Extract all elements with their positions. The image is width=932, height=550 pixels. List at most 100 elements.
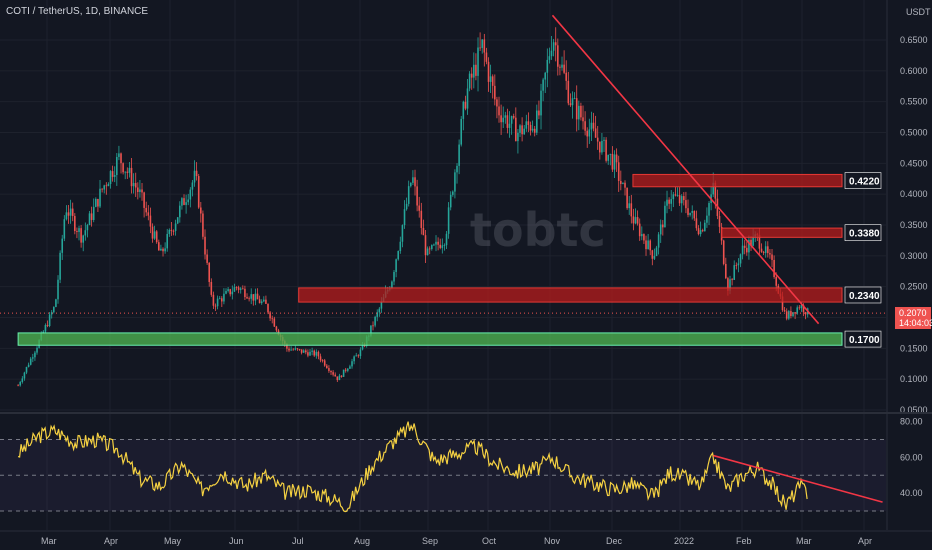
candle-body — [296, 348, 299, 350]
candle-body — [460, 118, 463, 145]
candle-body — [374, 316, 376, 326]
candle-body — [622, 182, 624, 184]
candle-body — [269, 312, 271, 319]
candle-body — [781, 296, 784, 311]
candle-body — [414, 177, 416, 187]
rsi-band — [0, 438, 886, 512]
candle-body — [181, 198, 183, 206]
candle-body — [166, 233, 169, 249]
candle-body — [170, 229, 173, 231]
candle-body — [775, 277, 778, 286]
candle-body — [174, 223, 177, 231]
candle-body — [683, 196, 685, 201]
candle-body — [59, 252, 61, 280]
candle-body — [145, 207, 148, 213]
candle-body — [565, 72, 568, 81]
candle-body — [206, 254, 208, 263]
candle-body — [487, 61, 490, 82]
candle-body — [237, 287, 240, 290]
candle-body — [202, 213, 204, 237]
candle-body — [313, 350, 316, 356]
candle-body — [563, 64, 565, 73]
candle-body — [216, 298, 219, 307]
price-tick-label: 0.5000 — [900, 128, 928, 138]
candle-body — [155, 231, 158, 243]
time-tick-label: May — [164, 536, 182, 546]
candle-body — [294, 348, 297, 350]
candle-body — [200, 207, 202, 214]
price-tick-label: 0.5500 — [900, 97, 928, 107]
last-price-tag: 0.2070 14:04:03 — [895, 307, 932, 329]
candle-body — [57, 279, 59, 300]
candle-body — [76, 231, 78, 232]
candle-body — [315, 351, 318, 356]
candle-body — [67, 212, 70, 216]
candle-body — [399, 241, 402, 251]
candle-body — [666, 199, 668, 206]
candle-body — [582, 117, 584, 122]
candle-body — [172, 230, 175, 232]
candle-body — [592, 122, 595, 129]
candle-body — [521, 125, 523, 135]
candle-body — [624, 182, 626, 188]
candle-body — [330, 370, 332, 373]
candle-body — [607, 154, 610, 161]
candle-body — [426, 248, 429, 256]
candle-body — [769, 253, 771, 255]
candle-body — [130, 167, 133, 187]
candle-body — [739, 254, 742, 264]
candle-body — [189, 189, 192, 200]
candle-body — [578, 105, 580, 120]
candle-body — [288, 348, 290, 351]
zone-label: 0.3380 — [849, 229, 880, 240]
candle-body — [21, 378, 24, 383]
candle-body — [347, 368, 349, 371]
candle-body — [764, 246, 767, 253]
zone-label: 0.1700 — [849, 335, 880, 346]
candle-body — [103, 185, 106, 190]
candle-body — [265, 299, 267, 304]
candle-body — [580, 105, 582, 118]
candle-body — [510, 116, 513, 124]
candle-body — [527, 121, 530, 125]
candle-body — [794, 312, 796, 314]
candle-body — [571, 98, 574, 106]
candle-body — [344, 369, 347, 371]
zone-resistance — [298, 287, 843, 303]
candle-body — [355, 355, 358, 357]
candle-body — [615, 154, 618, 163]
candle-body — [187, 199, 190, 203]
candle-body — [550, 50, 553, 57]
candle-body — [594, 128, 597, 138]
candle-body — [722, 240, 725, 264]
candle-body — [214, 305, 217, 307]
candle-body — [233, 287, 236, 292]
candle-body — [55, 299, 57, 307]
candle-body — [804, 312, 807, 315]
candle-body — [475, 64, 477, 76]
candle-body — [23, 372, 26, 379]
candle-body — [78, 228, 80, 232]
candle-body — [473, 64, 475, 78]
candle-body — [762, 251, 765, 253]
candle-body — [317, 351, 320, 357]
candle-body — [361, 345, 364, 350]
candle-body — [708, 203, 710, 216]
candle-body — [538, 110, 540, 116]
candle-body — [800, 305, 803, 309]
candle-body — [456, 165, 458, 173]
candle-body — [496, 99, 498, 107]
rsi-tick-label: 80.00 — [900, 417, 923, 427]
candle-body — [515, 117, 517, 142]
candle-body — [687, 208, 689, 215]
candle-body — [743, 245, 746, 248]
candle-body — [420, 210, 423, 228]
candle-body — [630, 203, 633, 217]
candle-body — [758, 234, 761, 249]
candle-body — [649, 240, 652, 251]
candle-body — [105, 185, 108, 187]
candle-body — [634, 217, 637, 224]
candle-body — [477, 47, 479, 76]
candle-body — [323, 360, 326, 366]
candle-body — [628, 203, 631, 209]
